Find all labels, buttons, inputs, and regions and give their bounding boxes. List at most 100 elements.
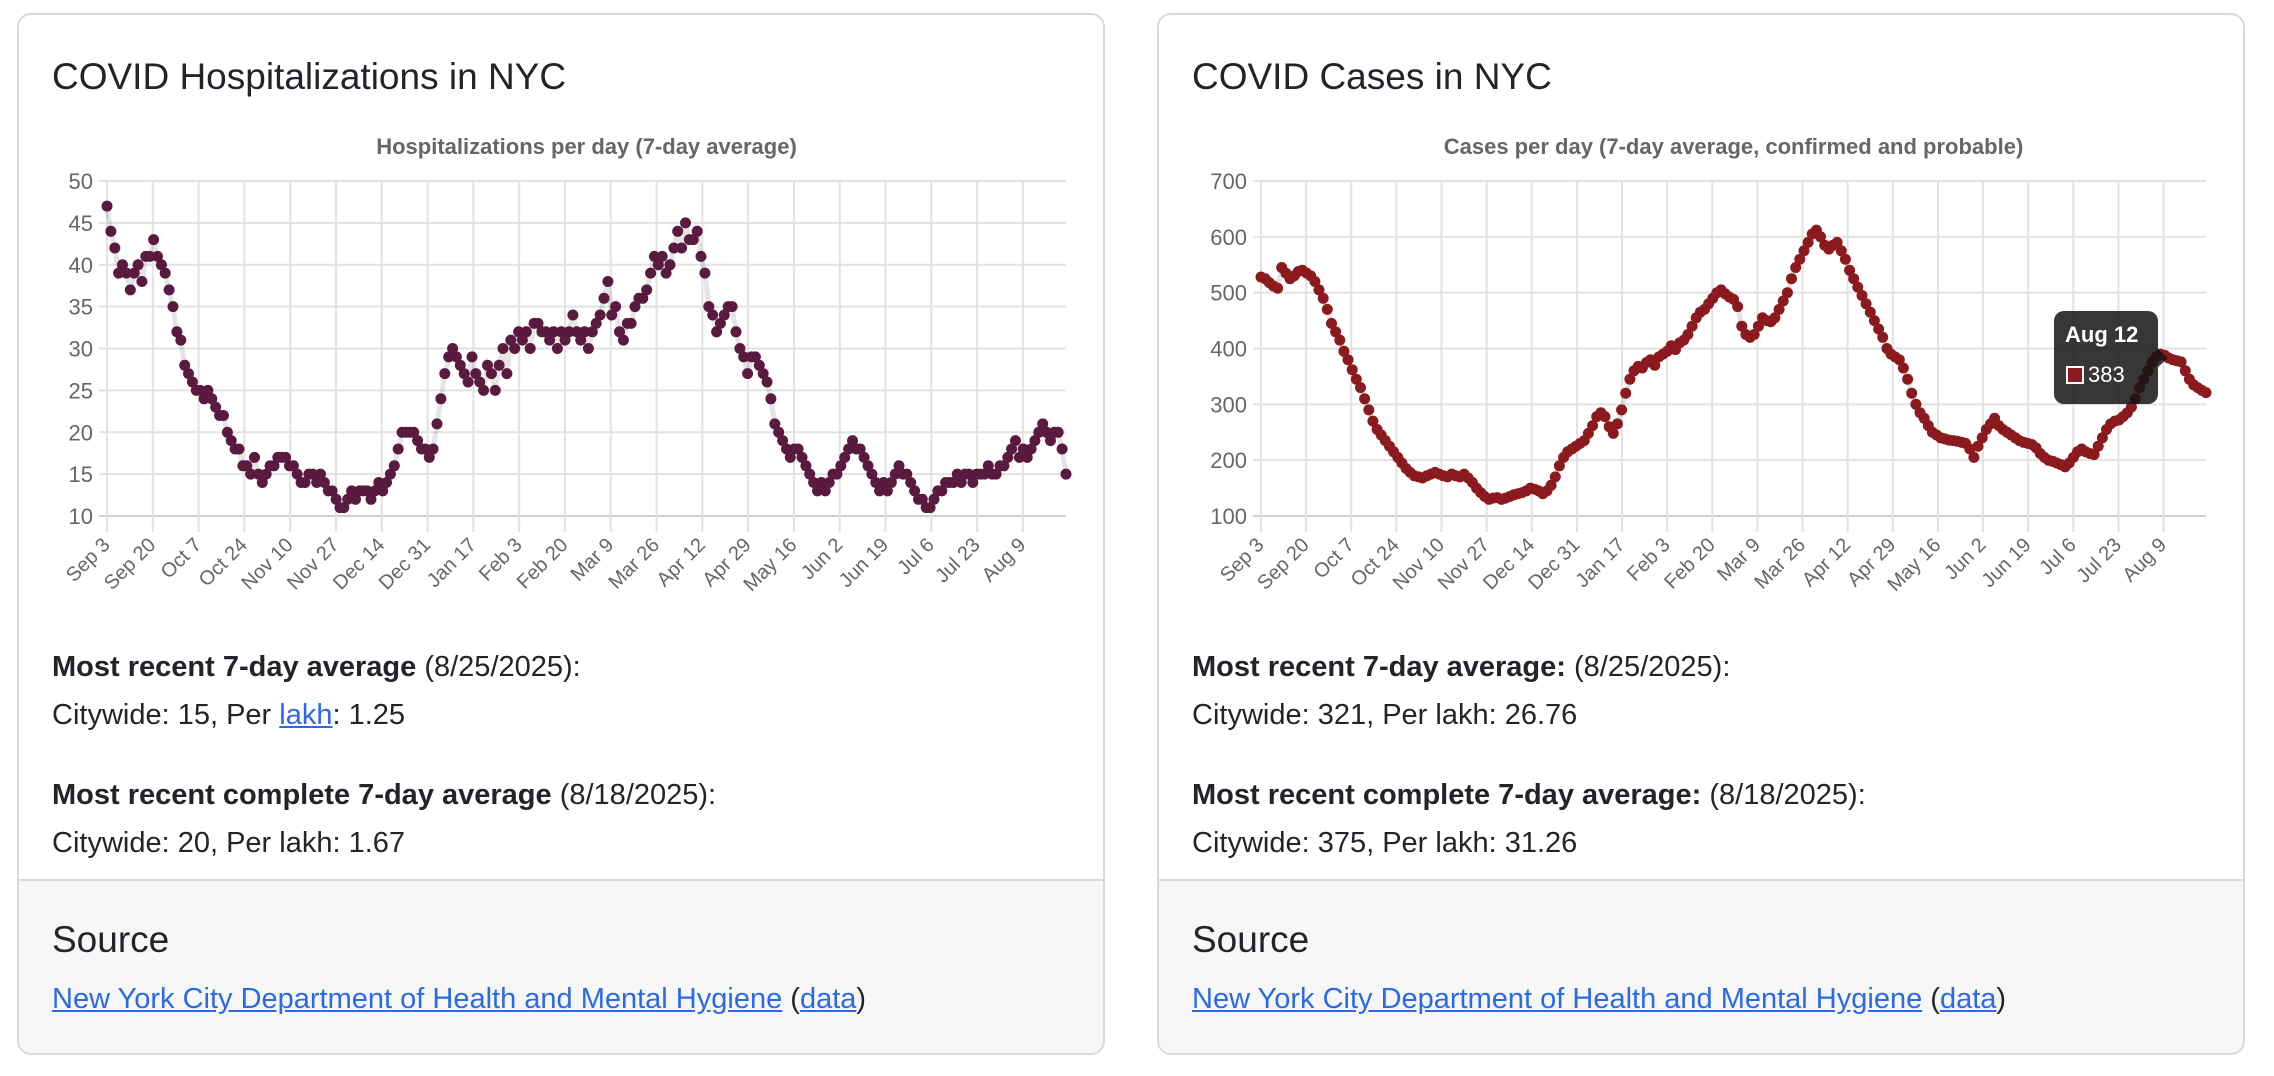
data-point[interactable] — [233, 443, 245, 455]
data-point[interactable] — [726, 301, 738, 313]
data-point[interactable] — [152, 250, 163, 262]
data-point[interactable] — [493, 359, 505, 371]
data-point[interactable] — [505, 334, 517, 346]
data-point[interactable] — [225, 435, 237, 447]
data-point[interactable] — [555, 326, 567, 338]
data-point[interactable] — [419, 443, 431, 455]
data-point[interactable] — [1794, 253, 1806, 265]
data-point[interactable] — [1321, 303, 1333, 315]
data-point[interactable] — [346, 485, 358, 497]
data-point[interactable] — [1330, 326, 1342, 338]
data-point[interactable] — [881, 485, 893, 497]
data-point[interactable] — [501, 368, 513, 380]
data-point[interactable] — [1972, 440, 1984, 452]
data-point[interactable] — [885, 477, 897, 488]
data-point[interactable] — [1839, 253, 1851, 265]
data-point[interactable] — [928, 493, 940, 505]
data-point[interactable] — [819, 485, 831, 497]
data-point[interactable] — [113, 267, 125, 279]
data-point[interactable] — [447, 343, 459, 354]
data-point[interactable] — [691, 225, 703, 237]
data-point[interactable] — [466, 351, 478, 363]
data-point[interactable] — [1060, 468, 1072, 480]
data-point[interactable] — [699, 267, 711, 279]
data-point[interactable] — [629, 301, 641, 313]
data-point[interactable] — [2200, 387, 2212, 399]
data-point[interactable] — [120, 267, 132, 279]
data-point[interactable] — [544, 334, 556, 346]
data-point[interactable] — [563, 326, 575, 338]
data-point[interactable] — [1056, 443, 1068, 455]
data-point[interactable] — [1342, 354, 1354, 366]
lakh-link[interactable]: lakh — [279, 699, 333, 731]
data-point[interactable] — [268, 460, 280, 472]
data-point[interactable] — [730, 326, 742, 338]
data-point[interactable] — [784, 451, 796, 463]
data-point[interactable] — [342, 493, 354, 505]
data-point[interactable] — [179, 359, 191, 371]
data-point[interactable] — [482, 359, 493, 371]
data-point[interactable] — [982, 460, 994, 472]
data-point[interactable] — [1835, 245, 1847, 257]
data-point[interactable] — [1367, 415, 1379, 427]
data-point[interactable] — [148, 234, 160, 246]
data-point[interactable] — [117, 259, 128, 271]
data-point[interactable] — [874, 485, 886, 497]
data-point[interactable] — [408, 426, 420, 438]
data-point[interactable] — [458, 368, 470, 380]
data-point[interactable] — [664, 259, 676, 271]
data-point[interactable] — [695, 250, 707, 262]
data-point[interactable] — [1790, 262, 1802, 273]
data-point[interactable] — [159, 267, 171, 279]
data-point[interactable] — [645, 267, 657, 279]
data-point[interactable] — [124, 284, 136, 296]
data-point[interactable] — [1021, 451, 1033, 463]
data-point[interactable] — [2175, 356, 2187, 368]
data-point[interactable] — [815, 477, 827, 488]
data-point[interactable] — [575, 334, 587, 346]
data-point[interactable] — [548, 326, 559, 338]
data-point[interactable] — [280, 451, 292, 463]
data-point[interactable] — [648, 250, 660, 262]
data-point[interactable] — [1798, 245, 1810, 257]
data-point[interactable] — [947, 477, 959, 488]
data-point[interactable] — [350, 493, 361, 505]
data-point[interactable] — [365, 493, 377, 505]
data-point[interactable] — [1893, 354, 1905, 366]
data-point[interactable] — [1848, 273, 1860, 285]
data-point[interactable] — [1013, 451, 1025, 463]
data-point[interactable] — [2092, 440, 2104, 452]
source-link[interactable]: New York City Department of Health and M… — [1192, 983, 1923, 1015]
data-point[interactable] — [804, 468, 816, 480]
data-point[interactable] — [524, 343, 536, 354]
data-point[interactable] — [291, 468, 303, 480]
data-point[interactable] — [241, 460, 253, 472]
data-point[interactable] — [252, 468, 264, 480]
data-point[interactable] — [1860, 298, 1872, 310]
data-point[interactable] — [718, 309, 730, 321]
data-point[interactable] — [796, 451, 808, 463]
data-point[interactable] — [1910, 398, 1922, 410]
data-point[interactable] — [641, 284, 653, 296]
data-point[interactable] — [955, 477, 967, 488]
data-point[interactable] — [610, 301, 622, 313]
data-point[interactable] — [901, 468, 913, 480]
data-point[interactable] — [105, 225, 117, 237]
data-point[interactable] — [132, 259, 144, 271]
data-point[interactable] — [307, 468, 319, 480]
data-point[interactable] — [381, 477, 392, 488]
data-point[interactable] — [862, 460, 874, 472]
data-point[interactable] — [1616, 404, 1628, 416]
data-point[interactable] — [1359, 393, 1371, 405]
data-point[interactable] — [171, 326, 183, 338]
data-point[interactable] — [916, 493, 928, 505]
data-point[interactable] — [1976, 432, 1988, 444]
data-point[interactable] — [765, 393, 777, 405]
data-point[interactable] — [1686, 320, 1698, 332]
data-point[interactable] — [384, 468, 396, 480]
data-point[interactable] — [878, 477, 889, 488]
data-point[interactable] — [680, 217, 691, 229]
data-point[interactable] — [1599, 411, 1611, 423]
data-point[interactable] — [373, 477, 385, 488]
data-point[interactable] — [781, 443, 792, 455]
